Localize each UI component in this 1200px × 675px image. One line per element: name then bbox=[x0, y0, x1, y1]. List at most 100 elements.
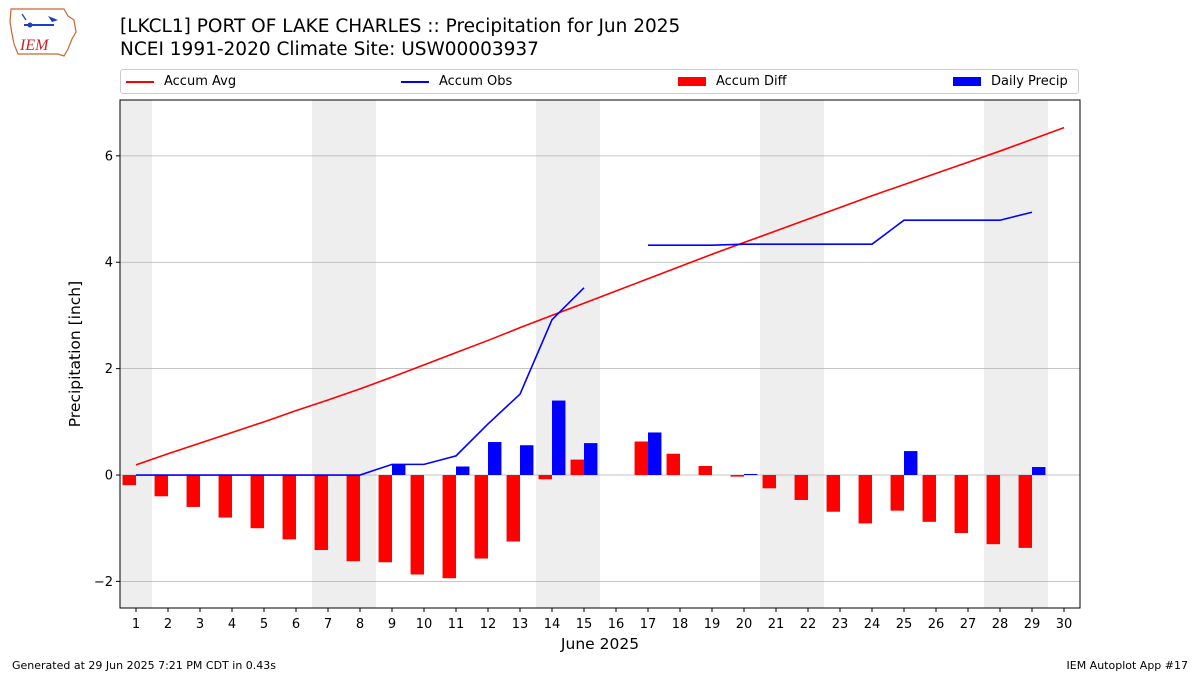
x-tick-label: 14 bbox=[544, 617, 561, 632]
x-tick-label: 18 bbox=[672, 617, 689, 632]
accum-diff-bar bbox=[314, 475, 328, 551]
daily-precip-bar bbox=[904, 451, 918, 476]
daily-precip-bar bbox=[456, 466, 470, 476]
y-tick-label: 6 bbox=[105, 149, 113, 164]
x-tick-label: 25 bbox=[896, 617, 913, 632]
accum-diff-bar bbox=[346, 475, 360, 562]
legend-item-accum-avg: Accum Avg bbox=[126, 74, 236, 89]
legend-label-accum-obs: Accum Obs bbox=[439, 74, 513, 89]
daily-precip-bar bbox=[1032, 467, 1046, 476]
legend-item-accum-obs: Accum Obs bbox=[401, 74, 512, 89]
y-tick-label: 2 bbox=[105, 362, 113, 377]
legend-label-accum-avg: Accum Avg bbox=[164, 74, 237, 89]
iem-logo: IEM bbox=[8, 6, 80, 62]
accum-avg-line bbox=[135, 126, 1065, 466]
legend-swatch-daily-precip bbox=[953, 77, 981, 86]
legend-item-daily-precip: Daily Precip bbox=[953, 74, 1068, 89]
y-axis-label: Precipitation [inch] bbox=[66, 281, 84, 427]
legend-label-accum-diff: Accum Diff bbox=[716, 74, 787, 89]
accum-diff-bar bbox=[666, 453, 680, 476]
chart-subtitle: NCEI 1991-2020 Climate Site: USW00003937 bbox=[120, 39, 539, 60]
daily-precip-bar bbox=[520, 445, 534, 476]
accum-diff-bar bbox=[538, 475, 552, 480]
weekend-shade bbox=[760, 100, 824, 608]
accum-diff-bar bbox=[506, 475, 520, 542]
accum-diff-bar bbox=[730, 475, 744, 477]
weekend-shade bbox=[120, 100, 152, 608]
accum-diff-bar bbox=[474, 475, 488, 559]
x-tick-label: 1 bbox=[132, 617, 140, 632]
daily-precip-bar bbox=[552, 400, 566, 476]
accum-obs-line bbox=[136, 287, 585, 476]
x-tick-label: 11 bbox=[448, 617, 465, 632]
legend-item-accum-diff: Accum Diff bbox=[678, 74, 787, 89]
x-tick-label: 12 bbox=[480, 617, 497, 632]
accum-diff-bar bbox=[442, 475, 456, 579]
logo-text: IEM bbox=[19, 37, 50, 54]
accum-diff-bar bbox=[922, 475, 936, 522]
x-tick-label: 20 bbox=[736, 617, 753, 632]
y-tick-label: 4 bbox=[105, 256, 113, 271]
daily-precip-bar bbox=[392, 464, 406, 476]
footer-generated: Generated at 29 Jun 2025 7:21 PM CDT in … bbox=[12, 659, 277, 672]
x-tick-label: 28 bbox=[992, 617, 1009, 632]
footer-app: IEM Autoplot App #17 bbox=[1066, 659, 1189, 672]
x-tick-label: 30 bbox=[1056, 617, 1073, 632]
y-tick-label: 0 bbox=[105, 469, 113, 484]
x-tick-label: 6 bbox=[292, 617, 300, 632]
x-tick-label: 29 bbox=[1024, 617, 1041, 632]
accum-diff-bar bbox=[762, 475, 776, 489]
x-tick-label: 3 bbox=[196, 617, 204, 632]
accum-diff-bar bbox=[410, 475, 424, 575]
x-tick-label: 2 bbox=[164, 617, 172, 632]
x-tick-label: 9 bbox=[388, 617, 396, 632]
x-tick-label: 17 bbox=[640, 617, 657, 632]
x-tick-label: 13 bbox=[512, 617, 529, 632]
accum-diff-bar bbox=[890, 475, 904, 511]
x-tick-label: 26 bbox=[928, 617, 945, 632]
accum-diff-bar bbox=[282, 475, 296, 540]
accum-diff-bar bbox=[122, 475, 136, 486]
chart-title: [LKCL1] PORT OF LAKE CHARLES :: Precipit… bbox=[120, 16, 681, 37]
x-tick-label: 8 bbox=[356, 617, 364, 632]
daily-precip-bar bbox=[488, 442, 502, 476]
x-tick-label: 24 bbox=[864, 617, 881, 632]
x-tick-label: 23 bbox=[832, 617, 849, 632]
x-tick-label: 22 bbox=[800, 617, 817, 632]
x-tick-label: 7 bbox=[324, 617, 332, 632]
weekend-shade bbox=[536, 100, 600, 608]
accum-diff-bar bbox=[634, 441, 648, 476]
x-tick-label: 21 bbox=[768, 617, 785, 632]
legend-label-daily-precip: Daily Precip bbox=[991, 74, 1068, 89]
legend-swatch-accum-obs bbox=[401, 80, 429, 83]
legend-swatch-accum-avg bbox=[126, 80, 154, 83]
accum-diff-bar bbox=[250, 475, 264, 529]
y-tick-label: −2 bbox=[94, 575, 113, 590]
x-tick-label: 4 bbox=[228, 617, 236, 632]
legend: Accum Avg Accum Obs Accum Diff Daily Pre… bbox=[120, 69, 1079, 94]
accum-diff-bar bbox=[858, 475, 872, 524]
accum-diff-bar bbox=[154, 475, 168, 497]
daily-precip-bar bbox=[648, 432, 662, 476]
x-tick-label: 5 bbox=[260, 617, 268, 632]
accum-diff-bar bbox=[570, 459, 584, 476]
x-axis-label: June 2025 bbox=[560, 635, 639, 653]
plot-frame bbox=[119, 99, 1081, 609]
accum-diff-bar bbox=[378, 475, 392, 563]
accum-diff-bar bbox=[218, 475, 232, 518]
legend-swatch-accum-diff bbox=[678, 77, 706, 86]
x-tick-label: 15 bbox=[576, 617, 593, 632]
daily-precip-bar bbox=[584, 443, 598, 476]
x-tick-label: 16 bbox=[608, 617, 625, 632]
accum-diff-bar bbox=[1018, 475, 1032, 548]
accum-diff-bar bbox=[186, 475, 200, 507]
accum-diff-bar bbox=[986, 475, 1000, 545]
accum-diff-bar bbox=[826, 475, 840, 512]
daily-precip-bar bbox=[744, 473, 758, 476]
accum-diff-bar bbox=[794, 475, 808, 501]
accum-diff-bar bbox=[698, 465, 712, 476]
accum-diff-bar bbox=[954, 475, 968, 533]
accum-obs-line bbox=[648, 211, 1033, 247]
x-tick-label: 19 bbox=[704, 617, 721, 632]
